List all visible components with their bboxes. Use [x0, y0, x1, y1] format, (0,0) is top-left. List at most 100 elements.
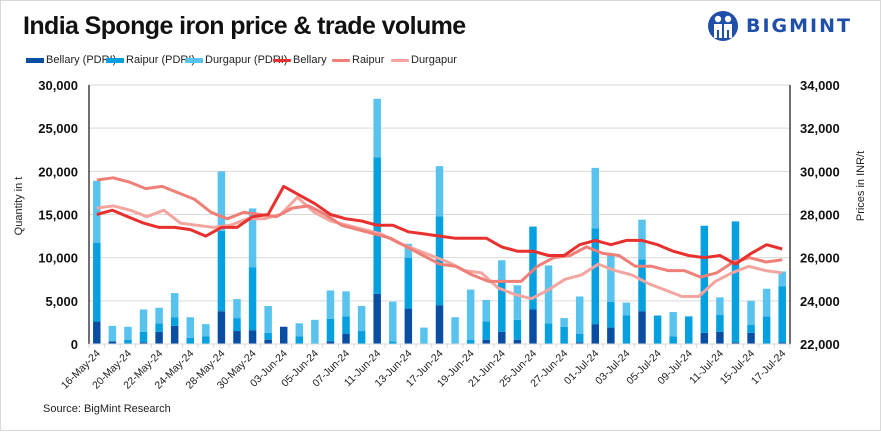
- bar-segment-raipur-pdri: [560, 326, 568, 344]
- bar-segment-raipur-pdri: [326, 318, 335, 342]
- bar-segment-raipur-pdri: [669, 336, 677, 344]
- bar-segment-bellary-pdri: [575, 342, 584, 344]
- y-tick-label: 5,000: [45, 294, 78, 309]
- bar-segment-bellary-pdri: [93, 321, 101, 344]
- bar-segment-raipur-pdri: [295, 336, 304, 344]
- bar-segment-raipur-pdri: [264, 332, 272, 340]
- bar-segment-raipur-pdri: [155, 323, 163, 332]
- bar-segment-durgapur-pdri: [373, 98, 381, 158]
- y-tick-label: 10,000: [38, 251, 78, 266]
- bar-segment-durgapur-pdri: [357, 306, 366, 332]
- bar-segment-bellary-pdri: [373, 293, 381, 344]
- y2-tick-label: 34,000: [800, 78, 840, 93]
- x-tick-label: 17-Jul-24: [749, 348, 789, 388]
- bar-segment-bellary-pdri: [233, 331, 241, 344]
- bar-segment-durgapur-pdri: [420, 327, 428, 344]
- bar-segment-bellary-pdri: [482, 339, 490, 344]
- bar-segment-raipur-pdri: [544, 323, 553, 344]
- bar-segment-durgapur-pdri: [778, 271, 786, 287]
- legend-item-raipur-pdri: Raipur (PDRI): [106, 54, 195, 66]
- bar-segment-durgapur-pdri: [716, 297, 724, 315]
- bar-segment-bellary-pdri: [139, 342, 148, 344]
- bar-segment-raipur-pdri: [638, 259, 646, 312]
- bar-segment-durgapur-pdri: [233, 299, 241, 319]
- bar-segment-raipur-pdri: [435, 216, 444, 306]
- bar-segment-durgapur-pdri: [124, 326, 132, 340]
- y-tick-label: 15,000: [38, 208, 78, 223]
- bar-segment-raipur-pdri: [685, 316, 693, 344]
- legend-swatch: [391, 58, 409, 62]
- bar-segment-raipur-pdri: [778, 286, 786, 343]
- legend-label: Durgapur (PDRI): [205, 54, 288, 66]
- bar-segment-raipur-pdri: [716, 314, 724, 332]
- bar-segment-bellary-pdri: [638, 311, 646, 344]
- bar-segment-bellary-pdri: [342, 333, 350, 344]
- brand-logo: BIGMINT: [706, 10, 852, 42]
- bar-segment-raipur-pdri: [139, 331, 148, 343]
- bigmint-logo-icon: [708, 11, 738, 41]
- bar-segment-durgapur-pdri: [170, 293, 179, 318]
- bar-segment-bellary-pdri: [435, 305, 444, 344]
- bar-segment-bellary-pdri: [700, 332, 709, 344]
- legend-label: Durgapur: [411, 54, 457, 66]
- source-note: Source: BigMint Research: [43, 403, 171, 415]
- bar-segment-durgapur-pdri: [217, 171, 226, 231]
- bar-segment-bellary-pdri: [279, 326, 288, 344]
- y2-tick-label: 22,000: [800, 337, 840, 352]
- bar-segment-bellary-pdri: [108, 341, 117, 344]
- bar-segment-raipur-pdri: [482, 321, 490, 340]
- bar-segment-bellary-pdri: [155, 331, 163, 344]
- bar-segment-durgapur-pdri: [248, 208, 257, 268]
- bar-segment-durgapur-pdri: [139, 309, 148, 332]
- bar-segment-raipur-pdri: [622, 315, 631, 344]
- bar-segment-durgapur-pdri: [155, 307, 163, 324]
- y-tick-label: 20,000: [38, 164, 78, 179]
- bar-segment-raipur-pdri: [357, 331, 366, 344]
- bar-segment-durgapur-pdri: [622, 302, 631, 316]
- bar-segment-durgapur-pdri: [498, 260, 506, 281]
- bar-segment-bellary-pdri: [326, 341, 335, 344]
- bar-segment-raipur-pdri: [591, 228, 600, 325]
- y-tick-label: 25,000: [38, 121, 78, 136]
- bar-segment-durgapur-pdri: [311, 319, 319, 344]
- bar-segment-durgapur-pdri: [591, 167, 600, 229]
- bar-segment-durgapur-pdri: [342, 291, 350, 317]
- y2-tick-label: 28,000: [800, 208, 840, 223]
- bar-segment-durgapur-pdri: [607, 253, 615, 302]
- legend-swatch: [185, 57, 203, 63]
- bar-segment-durgapur-pdri: [451, 317, 459, 344]
- legend-item-bellary-pdri: Bellary (PDRI): [26, 54, 116, 66]
- brand-name: BIGMINT: [746, 15, 852, 37]
- legend-swatch: [26, 57, 44, 63]
- legend-item-raipur: Raipur: [332, 54, 384, 66]
- legend-swatch: [273, 58, 291, 62]
- bar-segment-raipur-pdri: [248, 267, 257, 331]
- bar-segment-durgapur-pdri: [560, 318, 568, 327]
- bar-segment-raipur-pdri: [186, 337, 194, 344]
- bar-segment-raipur-pdri: [124, 339, 132, 344]
- bar-segment-durgapur-pdri: [482, 299, 490, 322]
- bar-segment-durgapur-pdri: [435, 166, 444, 217]
- bar-segment-raipur-pdri: [498, 280, 506, 332]
- bar-segment-durgapur-pdri: [326, 290, 335, 319]
- legend-item-durgapur-pdri: Durgapur (PDRI): [185, 54, 288, 66]
- bar-segment-bellary-pdri: [529, 309, 537, 344]
- bar-segment-bellary-pdri: [498, 331, 506, 344]
- legend-label: Bellary (PDRI): [46, 54, 117, 66]
- bar-segment-bellary-pdri: [747, 332, 755, 344]
- line-bellary: [96, 184, 783, 266]
- bar-segment-bellary-pdri: [264, 339, 272, 344]
- bar-segment-raipur-pdri: [233, 318, 241, 332]
- line-durgapur: [96, 195, 783, 301]
- bar-segment-bellary-pdri: [404, 308, 413, 344]
- bar-segment-raipur-pdri: [404, 257, 413, 309]
- y-axis-label: Quantity in t: [13, 177, 25, 236]
- bar-segment-bellary-pdri: [731, 342, 740, 344]
- bar-segment-durgapur-pdri: [93, 180, 101, 243]
- bar-segment-raipur-pdri: [731, 221, 740, 343]
- bar-segment-bellary-pdri: [716, 331, 724, 344]
- bar-segment-raipur-pdri: [607, 301, 615, 328]
- bar-segment-raipur-pdri: [389, 341, 397, 344]
- legend-label: Raipur: [352, 54, 385, 66]
